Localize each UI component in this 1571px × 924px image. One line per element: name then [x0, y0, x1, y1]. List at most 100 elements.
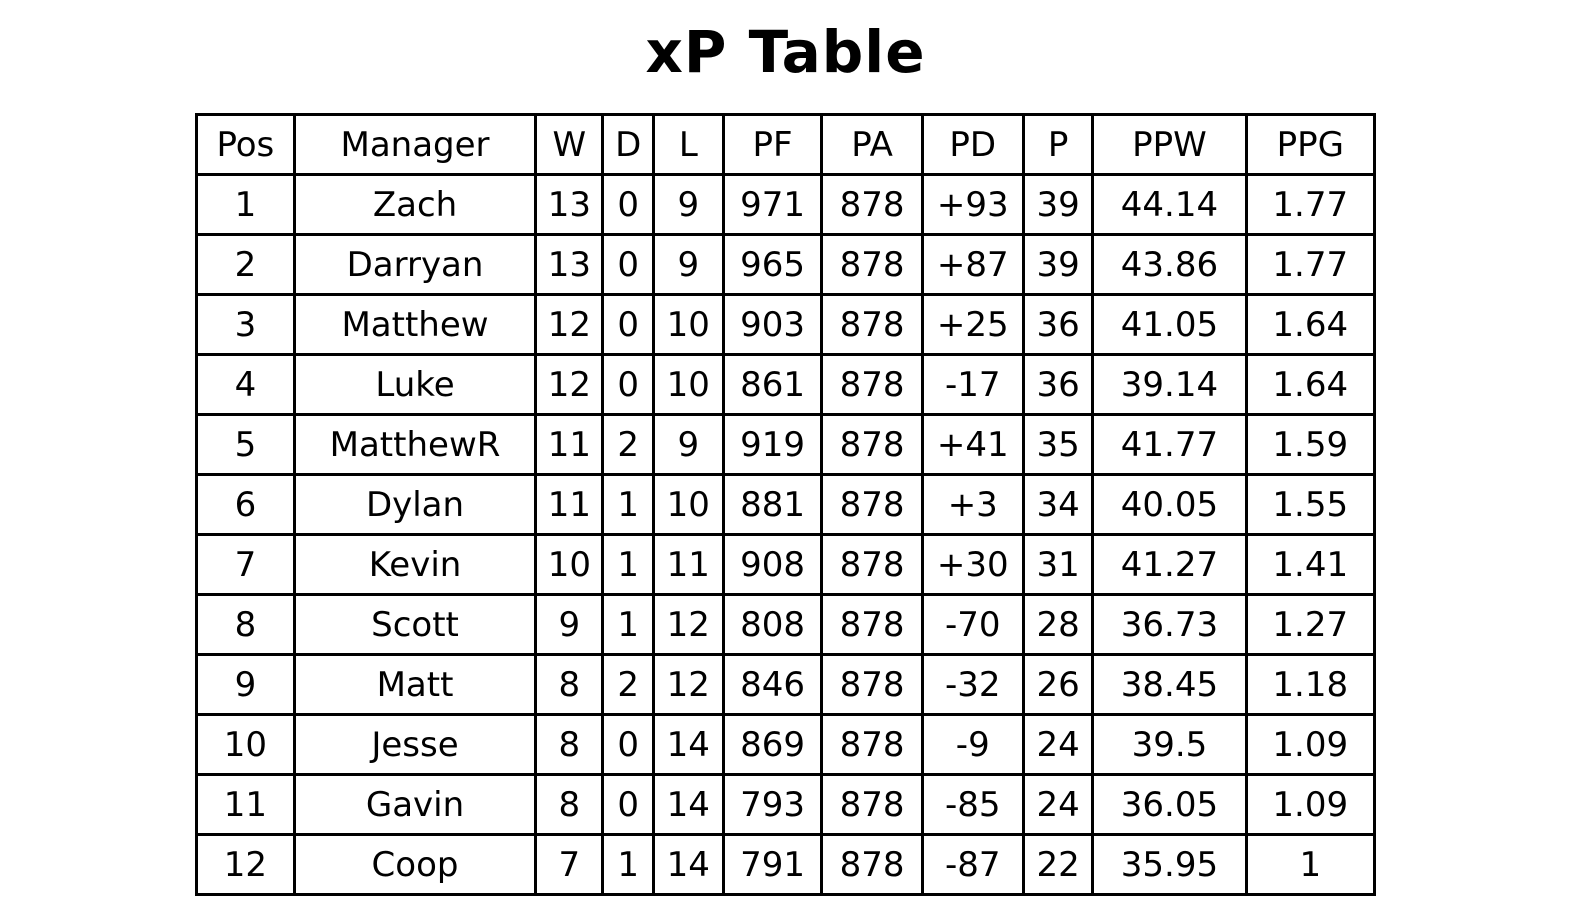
cell-ppw: 41.05	[1091, 293, 1248, 356]
column-header-l: L	[652, 113, 725, 176]
cell-ppg: 1.09	[1244, 773, 1377, 836]
cell-manager: MatthewR	[292, 413, 538, 476]
cell-pd: -85	[920, 773, 1025, 836]
column-header-p: P	[1021, 113, 1095, 176]
cell-ppw: 36.05	[1091, 773, 1248, 836]
table-row: 3 Matthew 12 0 10 903 878 +25 36 41.05 1.64	[195, 293, 1377, 356]
cell-pa: 878	[820, 653, 924, 716]
cell-w: 8	[534, 773, 605, 836]
column-header-ppw: PPW	[1091, 113, 1248, 176]
cell-w: 13	[534, 173, 605, 236]
column-header-d: D	[601, 113, 656, 176]
cell-pd: +3	[920, 473, 1025, 536]
cell-pa: 878	[820, 533, 924, 596]
cell-ppw: 39.14	[1091, 353, 1248, 416]
cell-pa: 878	[820, 473, 924, 536]
cell-d: 0	[601, 173, 656, 236]
cell-pa: 878	[820, 353, 924, 416]
cell-w: 8	[534, 713, 605, 776]
cell-ppg: 1.64	[1244, 293, 1377, 356]
cell-w: 12	[534, 353, 605, 416]
xp-table: Pos Manager W D L PF PA PD P PPW PPG 1 Zach 13 0 9 971 8…	[195, 113, 1377, 896]
cell-p: 22	[1021, 833, 1095, 896]
column-header-pf: PF	[721, 113, 824, 176]
cell-pf: 869	[721, 713, 824, 776]
cell-d: 1	[601, 533, 656, 596]
cell-ppw: 35.95	[1091, 833, 1248, 896]
cell-d: 0	[601, 713, 656, 776]
cell-ppg: 1.09	[1244, 713, 1377, 776]
cell-pd: +41	[920, 413, 1025, 476]
cell-pos: 7	[195, 533, 296, 596]
table-row: 10 Jesse 8 0 14 869 878 -9 24 39.5 1.09	[195, 713, 1377, 776]
cell-pf: 881	[721, 473, 824, 536]
table-row: 8 Scott 9 1 12 808 878 -70 28 36.73 1.27	[195, 593, 1377, 656]
cell-pos: 6	[195, 473, 296, 536]
cell-manager: Matt	[292, 653, 538, 716]
cell-pa: 878	[820, 773, 924, 836]
table-row: 5 MatthewR 11 2 9 919 878 +41 35 41.77 1.59	[195, 413, 1377, 476]
table-header: Pos Manager W D L PF PA PD P PPW PPG	[195, 113, 1377, 176]
cell-pos: 5	[195, 413, 296, 476]
cell-ppw: 40.05	[1091, 473, 1248, 536]
table-row: 7 Kevin 10 1 11 908 878 +30 31 41.27 1.41	[195, 533, 1377, 596]
cell-pf: 919	[721, 413, 824, 476]
column-header-pa: PA	[820, 113, 924, 176]
cell-pd: +30	[920, 533, 1025, 596]
cell-pd: +25	[920, 293, 1025, 356]
cell-pa: 878	[820, 293, 924, 356]
cell-pa: 878	[820, 173, 924, 236]
cell-w: 10	[534, 533, 605, 596]
cell-pa: 878	[820, 413, 924, 476]
column-header-pos: Pos	[195, 113, 296, 176]
cell-ppg: 1.59	[1244, 413, 1377, 476]
cell-pa: 878	[820, 833, 924, 896]
cell-manager: Scott	[292, 593, 538, 656]
cell-l: 9	[652, 173, 725, 236]
cell-pf: 903	[721, 293, 824, 356]
cell-pf: 846	[721, 653, 824, 716]
table-row: 4 Luke 12 0 10 861 878 -17 36 39.14 1.64	[195, 353, 1377, 416]
cell-ppw: 41.27	[1091, 533, 1248, 596]
cell-pd: +93	[920, 173, 1025, 236]
cell-ppg: 1	[1244, 833, 1377, 896]
cell-pa: 878	[820, 713, 924, 776]
cell-ppg: 1.77	[1244, 173, 1377, 236]
cell-pos: 2	[195, 233, 296, 296]
cell-pf: 861	[721, 353, 824, 416]
cell-ppw: 44.14	[1091, 173, 1248, 236]
cell-pd: -32	[920, 653, 1025, 716]
page-title: xP Table	[645, 18, 926, 86]
cell-pf: 791	[721, 833, 824, 896]
cell-w: 9	[534, 593, 605, 656]
cell-pf: 971	[721, 173, 824, 236]
cell-pos: 8	[195, 593, 296, 656]
cell-pos: 3	[195, 293, 296, 356]
cell-manager: Coop	[292, 833, 538, 896]
cell-d: 2	[601, 653, 656, 716]
cell-ppw: 41.77	[1091, 413, 1248, 476]
cell-d: 1	[601, 593, 656, 656]
cell-l: 12	[652, 593, 725, 656]
cell-l: 14	[652, 773, 725, 836]
table-row: 2 Darryan 13 0 9 965 878 +87 39 43.86 1.77	[195, 233, 1377, 296]
cell-p: 34	[1021, 473, 1095, 536]
cell-d: 1	[601, 473, 656, 536]
cell-p: 24	[1021, 773, 1095, 836]
column-header-ppg: PPG	[1244, 113, 1377, 176]
cell-l: 12	[652, 653, 725, 716]
cell-pd: -17	[920, 353, 1025, 416]
cell-l: 10	[652, 353, 725, 416]
cell-pf: 965	[721, 233, 824, 296]
cell-manager: Luke	[292, 353, 538, 416]
cell-l: 11	[652, 533, 725, 596]
cell-ppg: 1.64	[1244, 353, 1377, 416]
cell-l: 9	[652, 413, 725, 476]
cell-d: 1	[601, 833, 656, 896]
cell-ppg: 1.18	[1244, 653, 1377, 716]
column-header-pd: PD	[920, 113, 1025, 176]
cell-w: 11	[534, 473, 605, 536]
cell-d: 0	[601, 353, 656, 416]
cell-pd: -9	[920, 713, 1025, 776]
